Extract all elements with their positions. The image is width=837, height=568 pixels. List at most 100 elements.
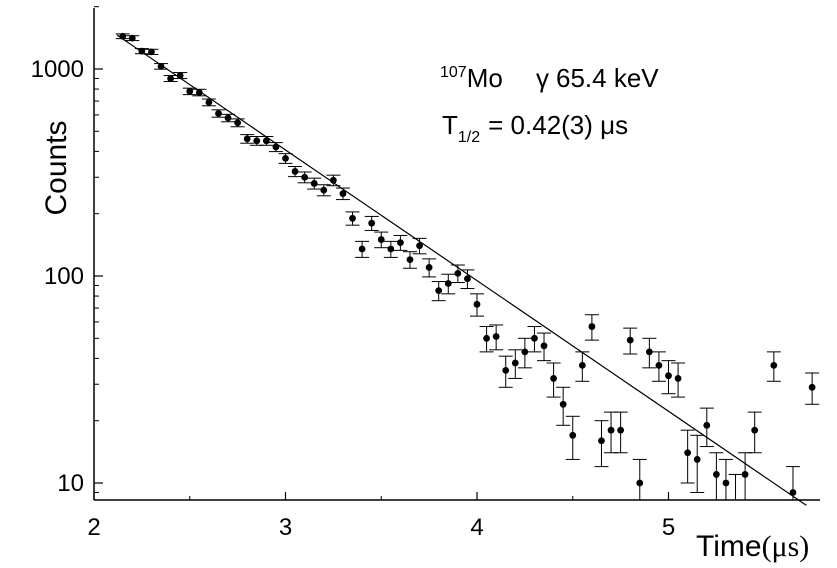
- data-point: [154, 62, 169, 70]
- point-marker: [588, 323, 596, 330]
- data-point: [642, 337, 657, 369]
- data-point: [565, 415, 580, 460]
- halflife-subscript: 1/2: [458, 129, 480, 146]
- isotope-label: 107Mo: [440, 63, 503, 93]
- point-marker: [262, 137, 270, 145]
- point-marker: [770, 361, 778, 369]
- point-marker: [148, 48, 155, 56]
- data-point: [307, 177, 322, 190]
- point-marker: [492, 333, 500, 340]
- halflife-label: T1/2 = 0.42(3) μs: [442, 110, 628, 146]
- y-axis-label: Counts: [40, 120, 73, 215]
- plot-frame: [93, 8, 820, 501]
- point-marker: [224, 114, 232, 122]
- data-point: [699, 407, 714, 448]
- x-tick-label: 2: [87, 514, 100, 541]
- data-point: [718, 458, 733, 500]
- point-marker: [511, 359, 519, 367]
- y-tick-label: 1000: [31, 56, 84, 83]
- point-marker: [684, 449, 692, 457]
- data-point: [412, 237, 427, 255]
- point-marker: [531, 334, 538, 342]
- data-point: [584, 314, 599, 341]
- point-marker: [464, 275, 471, 283]
- data-point: [450, 264, 465, 284]
- point-marker: [645, 348, 653, 356]
- point-marker: [119, 32, 127, 40]
- data-point: [335, 187, 350, 201]
- halflife-value: = 0.42(3) μs: [488, 110, 628, 140]
- point-marker: [282, 154, 289, 162]
- data-points: [115, 32, 820, 500]
- point-marker: [655, 361, 663, 369]
- data-point: [479, 326, 494, 353]
- gamma-energy: 65.4 keV: [556, 63, 659, 93]
- x-tick-label: 4: [470, 514, 483, 541]
- x-axis-label-unit: (μs): [762, 530, 810, 563]
- point-marker: [215, 110, 222, 117]
- point-marker: [186, 87, 194, 95]
- data-point: [221, 113, 236, 123]
- point-marker: [693, 456, 701, 463]
- data-point: [345, 211, 360, 226]
- point-marker: [483, 334, 490, 342]
- point-marker: [349, 214, 356, 222]
- point-marker: [741, 471, 749, 478]
- point-marker: [128, 34, 136, 42]
- data-point: [632, 458, 647, 500]
- point-marker: [569, 431, 577, 439]
- data-point: [144, 48, 159, 56]
- point-marker: [205, 98, 213, 106]
- point-marker: [550, 375, 557, 382]
- data-point: [182, 87, 197, 96]
- data-point: [556, 386, 571, 426]
- point-marker: [377, 236, 385, 243]
- data-point: [297, 171, 312, 184]
- data-point: [192, 88, 207, 97]
- y-axis-ticks: 10 100 1000: [31, 6, 103, 497]
- data-point: [671, 362, 686, 398]
- data-point: [393, 234, 408, 251]
- point-marker: [722, 479, 730, 487]
- x-axis-label-text: Time: [696, 530, 762, 563]
- data-point: [125, 34, 140, 42]
- data-point: [374, 231, 389, 249]
- point-marker: [751, 426, 759, 434]
- point-marker: [521, 348, 529, 356]
- data-point: [728, 473, 743, 500]
- x-axis-ticks: 2 3 4 5: [87, 492, 675, 541]
- data-point: [785, 466, 800, 500]
- data-point: [326, 174, 341, 187]
- data-point: [623, 327, 638, 355]
- point-marker: [416, 242, 423, 250]
- data-point: [355, 240, 370, 258]
- data-point: [163, 75, 178, 83]
- data-point: [278, 153, 293, 164]
- point-marker: [435, 287, 443, 295]
- point-marker: [291, 168, 299, 175]
- data-point: [268, 142, 283, 153]
- point-marker: [444, 280, 452, 287]
- data-point: [441, 273, 456, 295]
- data-point: [249, 135, 264, 146]
- data-point: [604, 411, 619, 454]
- point-marker: [578, 361, 586, 369]
- point-marker: [272, 143, 280, 151]
- data-point: [651, 351, 666, 382]
- data-point: [709, 452, 724, 500]
- data-point: [680, 429, 695, 484]
- data-point: [527, 326, 542, 353]
- data-point: [489, 324, 504, 351]
- data-point: [747, 411, 762, 454]
- y-tick-label: 10: [57, 470, 84, 497]
- point-marker: [473, 300, 481, 308]
- point-marker: [243, 135, 251, 143]
- data-point: [498, 355, 513, 388]
- point-marker: [320, 186, 328, 194]
- data-point: [134, 47, 149, 55]
- point-marker: [167, 75, 175, 82]
- point-marker: [559, 400, 567, 408]
- data-point: [316, 184, 331, 197]
- data-point: [173, 72, 188, 80]
